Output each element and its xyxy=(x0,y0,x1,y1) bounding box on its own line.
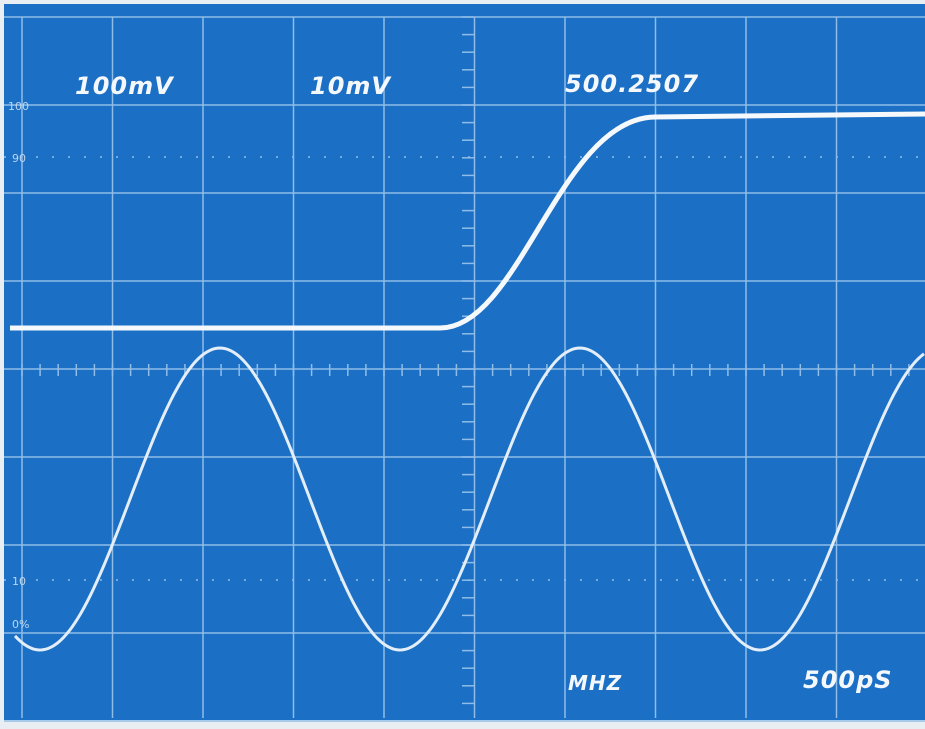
graticule xyxy=(4,16,925,722)
time-scale: 500pS xyxy=(803,666,893,694)
step-trace xyxy=(10,111,925,331)
frequency-unit: MHZ xyxy=(568,671,622,695)
sine-trace xyxy=(13,346,925,652)
graticule-label: 10 xyxy=(12,575,26,588)
graticule-label: 0% xyxy=(12,618,29,631)
ch2-scale: 10mV xyxy=(310,72,392,100)
graticule-label: 100 xyxy=(8,100,29,113)
ch1-scale: 100mV xyxy=(75,72,175,100)
screen-background xyxy=(4,4,925,720)
frequency: 500.2507 xyxy=(565,70,699,98)
graticule-label: 90 xyxy=(12,152,26,165)
